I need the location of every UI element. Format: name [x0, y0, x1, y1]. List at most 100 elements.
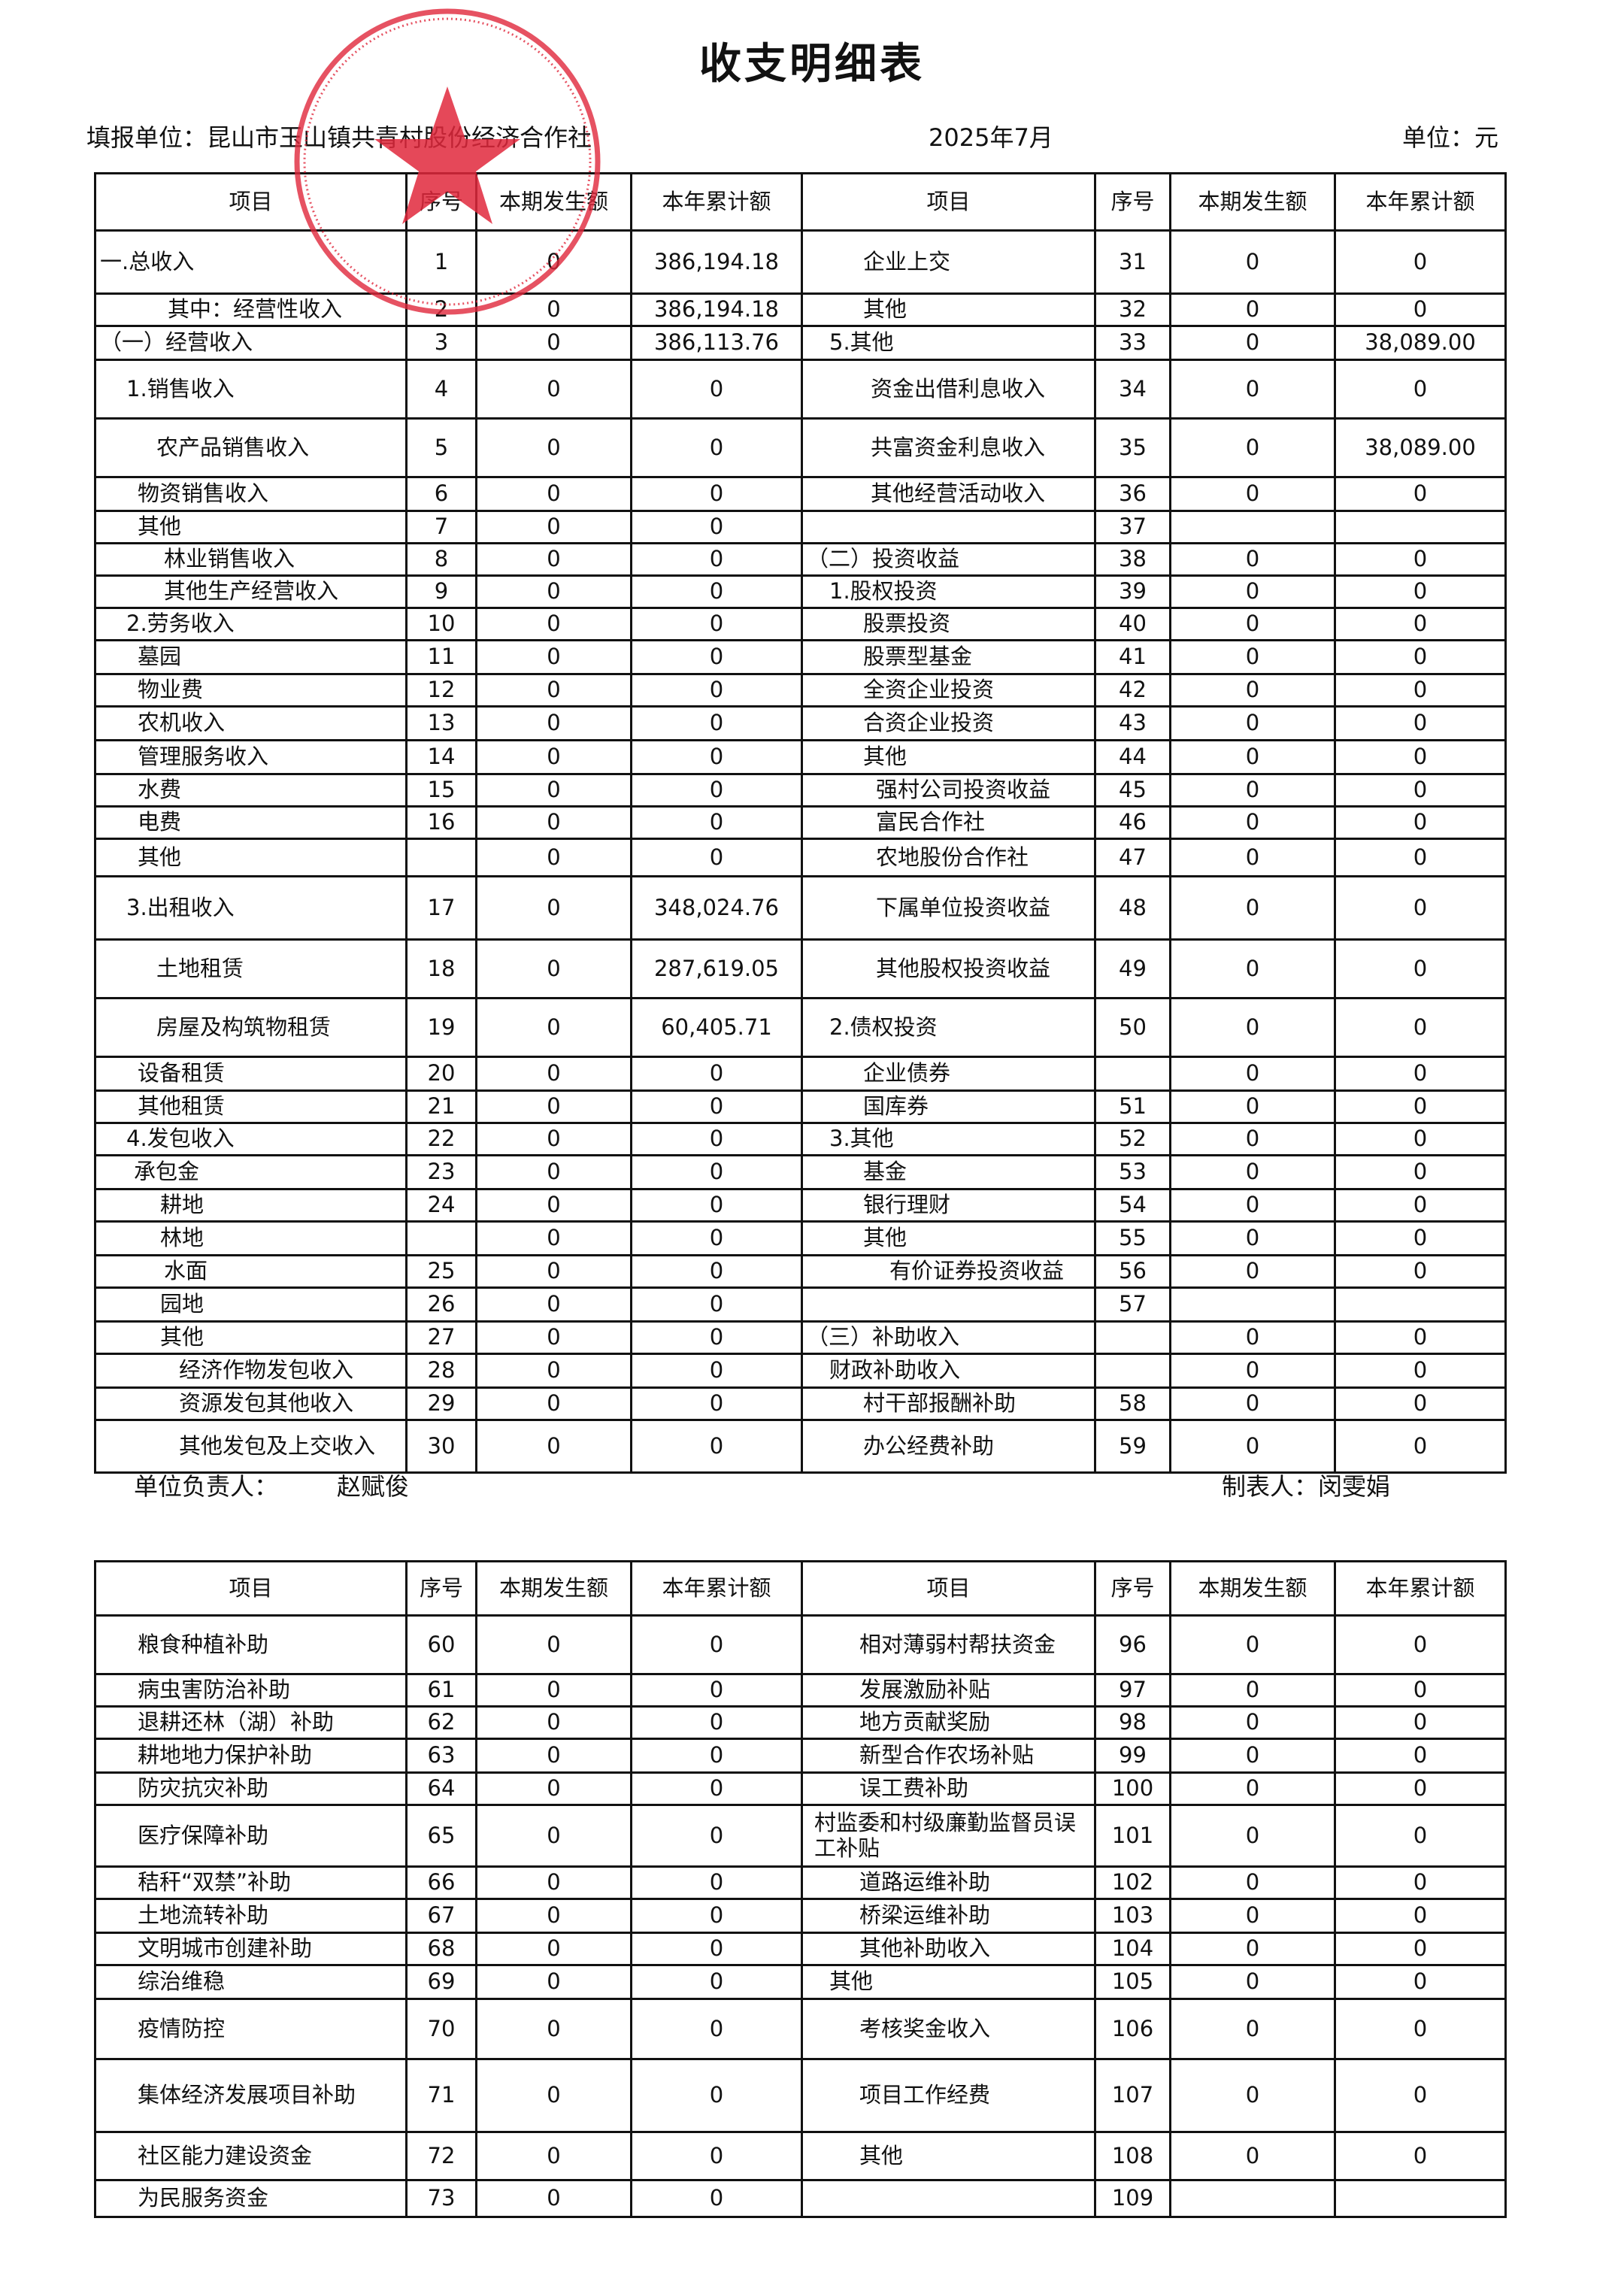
cell-right-item: 有价证券投资收益 — [801, 1254, 1096, 1289]
cell-right-item — [801, 1286, 1096, 1323]
cell-right-ytd: 0 — [1334, 1353, 1507, 1389]
cell-right-current: 0 — [1169, 1998, 1336, 2060]
cell-right-seq: 50 — [1094, 997, 1171, 1058]
cell-left-current: 0 — [475, 1932, 632, 1966]
cell-right-seq: 49 — [1094, 938, 1171, 999]
cell-left-item: 退耕还林（湖）补助 — [94, 1705, 408, 1740]
cell-right-ytd: 0 — [1334, 476, 1507, 512]
cell-right-current: 0 — [1169, 875, 1336, 941]
cell-left-current: 0 — [475, 292, 632, 327]
cell-right-seq: 52 — [1094, 1122, 1171, 1156]
cell-left-ytd: 0 — [630, 417, 803, 478]
cell-right-seq: 109 — [1094, 2179, 1171, 2218]
cell-left-current: 0 — [475, 1898, 632, 1934]
cell-left-ytd: 0 — [630, 1865, 803, 1900]
cell-left-ytd: 0 — [630, 805, 803, 840]
cell-right-current: 0 — [1169, 997, 1336, 1058]
cell-right-current: 0 — [1169, 1898, 1336, 1934]
cell-left-ytd: 0 — [630, 1089, 803, 1124]
cell-left-item: 墓园 — [94, 639, 408, 675]
cell-right-item: 股票投资 — [801, 607, 1096, 641]
cell-right-seq: 42 — [1094, 673, 1171, 708]
cell-right-seq: 48 — [1094, 875, 1171, 941]
cell-left-seq: 23 — [405, 1154, 477, 1190]
cell-right-ytd: 0 — [1334, 574, 1507, 609]
table-row: 文明城市创建补助 68 0 0 其他补助收入 104 0 0 — [94, 1932, 1507, 1966]
cell-right-item: 道路运维补助 — [801, 1865, 1096, 1900]
cell-right-item: 企业上交 — [801, 229, 1096, 295]
cell-right-item: 其他 — [801, 739, 1096, 775]
cell-right-item: 考核奖金收入 — [801, 1998, 1096, 2060]
cell-left-seq: 1 — [405, 229, 477, 295]
cell-left-seq: 70 — [405, 1998, 477, 2060]
cell-right-current: 0 — [1169, 1254, 1336, 1289]
cell-right-current — [1169, 1286, 1336, 1323]
income-table-1: 项目 序号 本期发生额 本年累计额 项目 序号 本期发生额 本年累计额 一.总收入 1 0 386,1… — [94, 172, 1507, 1474]
cell-right-seq: 53 — [1094, 1154, 1171, 1190]
cell-left-seq: 7 — [405, 510, 477, 544]
table-row: 耕地地力保护补助 63 0 0 新型合作农场补贴 99 0 0 — [94, 1738, 1507, 1774]
cell-left-ytd: 0 — [630, 1771, 803, 1806]
cell-right-current — [1169, 2179, 1336, 2218]
cell-right-item: （二）投资收益 — [801, 542, 1096, 577]
cell-left-current: 0 — [475, 1056, 632, 1092]
column-header-seq: 序号 — [1094, 1560, 1171, 1617]
cell-left-seq: 25 — [405, 1254, 477, 1289]
table-row: 水费 15 0 0 强村公司投资收益 45 0 0 — [94, 773, 1507, 808]
cell-right-current: 0 — [1169, 1738, 1336, 1774]
table-row: 农机收入 13 0 0 合资企业投资 43 0 0 — [94, 705, 1507, 741]
cell-right-seq — [1094, 1320, 1171, 1355]
cell-left-seq: 12 — [405, 673, 477, 708]
cell-right-ytd: 0 — [1334, 292, 1507, 327]
cell-right-current: 0 — [1169, 1353, 1336, 1389]
cell-left-current: 0 — [475, 510, 632, 544]
cell-right-item: 1.股权投资 — [801, 574, 1096, 609]
column-header-ytd: 本年累计额 — [1334, 1560, 1507, 1617]
table-row: 防灾抗灾补助 64 0 0 误工费补助 100 0 0 — [94, 1771, 1507, 1806]
cell-left-seq: 26 — [405, 1286, 477, 1323]
cell-left-item: 2.劳务收入 — [94, 607, 408, 641]
table-row: 其他 7 0 0 37 — [94, 510, 1507, 544]
cell-left-item: 水费 — [94, 773, 408, 808]
cell-left-item: 园地 — [94, 1286, 408, 1323]
cell-right-current: 0 — [1169, 1771, 1336, 1806]
cell-right-current: 0 — [1169, 1419, 1336, 1474]
table-row: 3.出租收入 17 0 348,024.76 下属单位投资收益 48 0 0 — [94, 875, 1507, 941]
cell-left-item: 为民服务资金 — [94, 2179, 408, 2218]
table-row: 医疗保障补助 65 0 0 村监委和村级廉勤监督员误工补贴 101 0 0 — [94, 1804, 1507, 1868]
cell-right-ytd: 0 — [1334, 1865, 1507, 1900]
cell-right-ytd: 38,089.00 — [1334, 325, 1507, 361]
column-header-current: 本期发生额 — [1169, 1560, 1336, 1617]
cell-right-seq: 57 — [1094, 1286, 1171, 1323]
cell-left-ytd: 0 — [630, 542, 803, 577]
report-period: 2025年7月 — [929, 123, 1053, 152]
cell-left-current: 0 — [475, 739, 632, 775]
cell-left-current: 0 — [475, 1220, 632, 1256]
cell-right-seq: 105 — [1094, 1964, 1171, 2000]
preparer: 制表人：闵雯娟 — [1222, 1472, 1391, 1501]
cell-left-seq: 5 — [405, 417, 477, 478]
cell-right-item: 国库券 — [801, 1089, 1096, 1124]
cell-left-current: 0 — [475, 1188, 632, 1223]
cell-right-item: 桥梁运维补助 — [801, 1898, 1096, 1934]
cell-left-current: 0 — [475, 1286, 632, 1323]
cell-right-current: 0 — [1169, 1220, 1336, 1256]
header-row: 项目 序号 本期发生额 本年累计额 项目 序号 本期发生额 本年累计额 — [94, 172, 1507, 232]
cell-left-item: 社区能力建设资金 — [94, 2131, 408, 2181]
column-header-ytd: 本年累计额 — [630, 1560, 803, 1617]
cell-left-item: 其他租赁 — [94, 1089, 408, 1124]
cell-right-item: 其他补助收入 — [801, 1932, 1096, 1966]
cell-left-ytd: 0 — [630, 574, 803, 609]
cell-left-current: 0 — [475, 1122, 632, 1156]
cell-right-seq: 55 — [1094, 1220, 1171, 1256]
cell-right-current: 0 — [1169, 1188, 1336, 1223]
cell-left-ytd: 0 — [630, 1386, 803, 1421]
cell-left-ytd: 0 — [630, 773, 803, 808]
table-row: 土地流转补助 67 0 0 桥梁运维补助 103 0 0 — [94, 1898, 1507, 1934]
cell-right-ytd: 0 — [1334, 359, 1507, 420]
cell-left-seq: 60 — [405, 1614, 477, 1675]
cell-right-seq: 43 — [1094, 705, 1171, 741]
column-header-item: 项目 — [94, 172, 408, 232]
cell-right-seq: 41 — [1094, 639, 1171, 675]
table-row: 其他租赁 21 0 0 国库券 51 0 0 — [94, 1089, 1507, 1124]
